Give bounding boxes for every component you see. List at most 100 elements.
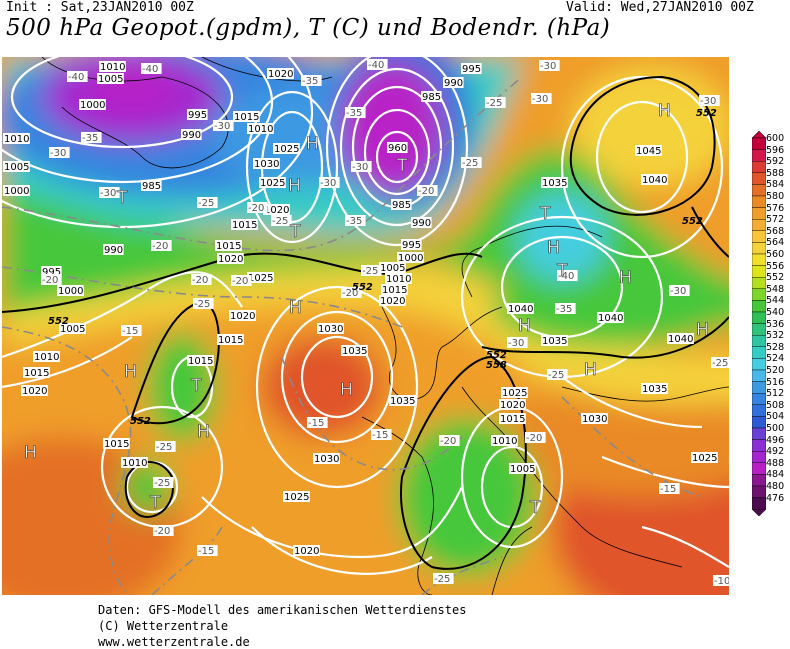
isobar-label-bg xyxy=(267,68,294,79)
isotherm-label: -20 xyxy=(526,433,542,444)
isotherm-label: -20 xyxy=(152,241,168,252)
map-marks: 1010100510009959901015101010201025103010… xyxy=(3,59,729,587)
isobar-label-bg xyxy=(499,399,526,410)
legend-swatch xyxy=(751,358,767,371)
isotherm-label-bg xyxy=(345,215,366,226)
legend-swatch xyxy=(751,276,767,289)
low-pressure-marker: T xyxy=(396,156,408,176)
isobar-label: 1000 xyxy=(398,253,423,264)
isobar-label-bg xyxy=(187,109,208,120)
isobar-label-bg xyxy=(597,312,624,323)
legend-label: 532 xyxy=(766,330,785,342)
isotherm-label-bg xyxy=(49,147,70,158)
isobar-label-bg xyxy=(217,334,244,345)
isotherm-label: -30 xyxy=(214,121,230,132)
isobar-label-bg xyxy=(99,61,126,72)
isotherm-label: -30 xyxy=(320,178,336,189)
isobar-label: 1020 xyxy=(230,311,255,322)
isobar-label-bg xyxy=(79,99,106,110)
isotherm-label: -30 xyxy=(700,96,716,107)
isotherm-label-bg xyxy=(417,185,438,196)
isobar-label: 1010 xyxy=(100,62,125,73)
isotherm-label-bg xyxy=(531,93,552,104)
isobar-label: 1025 xyxy=(274,144,299,155)
isobar-label: 985 xyxy=(142,181,161,192)
isotherm-label-bg xyxy=(99,187,120,198)
isobar-label: 1040 xyxy=(668,334,693,345)
isobar-label-bg xyxy=(33,351,60,362)
isobar-label: 995 xyxy=(188,110,207,121)
legend-label: 540 xyxy=(766,307,785,318)
isobar-label: 1000 xyxy=(80,100,105,111)
legend-swatch xyxy=(751,323,767,336)
isobar-label-bg xyxy=(233,111,260,122)
init-time: Init : Sat,23JAN2010 00Z xyxy=(6,0,194,15)
isotherm-label-bg xyxy=(345,107,366,118)
isotherm-label-bg xyxy=(371,429,392,440)
height-contours xyxy=(2,75,729,570)
height-label: 552 xyxy=(682,216,703,227)
isobar-label: 1020 xyxy=(218,254,243,265)
isobar-label-bg xyxy=(635,145,662,156)
high-pressure-marker: H xyxy=(696,320,709,340)
legend-label: 544 xyxy=(766,295,785,307)
legend-label: 524 xyxy=(766,353,785,365)
isobar-label-bg xyxy=(443,77,464,88)
legend-swatch xyxy=(751,451,767,464)
isotherm-label-bg xyxy=(555,303,576,314)
isobar-label-bg xyxy=(691,452,718,463)
isotherm-label-bg xyxy=(547,369,568,380)
isotherm-label: -25 xyxy=(712,358,728,369)
isotherm-label: -20 xyxy=(232,276,248,287)
legend-label: 500 xyxy=(766,423,785,434)
isotherm-label: -20 xyxy=(418,186,434,197)
isobar-label-bg xyxy=(41,266,62,277)
high-pressure-marker: H xyxy=(518,316,531,336)
isobar-label-bg xyxy=(641,174,668,185)
isotherm-label: -35 xyxy=(302,76,318,87)
isotherm-label: -20 xyxy=(154,526,170,537)
isotherm-label-bg xyxy=(197,545,218,556)
isotherm-label: -15 xyxy=(308,418,324,429)
isotherm-label: -25 xyxy=(156,442,172,453)
isotherm-label: -35 xyxy=(346,216,362,227)
isobar-label: 1020 xyxy=(268,69,293,80)
legend-label: 548 xyxy=(766,283,785,295)
legend-swatch xyxy=(751,195,767,208)
isotherm-label: -15 xyxy=(660,484,676,495)
height-label: 552 xyxy=(130,416,151,427)
isobar-label: 1035 xyxy=(542,336,567,347)
isobar-label-bg xyxy=(231,219,258,230)
legend-label: 580 xyxy=(766,191,785,202)
isobar-label-bg xyxy=(501,387,528,398)
footer-source: Daten: GFS-Modell des amerikanischen Wet… xyxy=(98,603,467,617)
legend-swatch xyxy=(751,172,767,185)
isobar-label: 1035 xyxy=(342,346,367,357)
isotherm-label: -20 xyxy=(248,203,264,214)
isobar-label: 1040 xyxy=(642,175,667,186)
isotherm-label-bg xyxy=(231,275,252,286)
isobar-label-bg xyxy=(641,383,668,394)
isobar-label-bg xyxy=(391,199,412,210)
isotherm-label-bg xyxy=(539,60,560,71)
isobar-label-bg xyxy=(3,185,30,196)
isobar-label: 1040 xyxy=(598,313,623,324)
isotherm-label-bg xyxy=(193,298,214,309)
height-label: 558 xyxy=(486,360,507,371)
isobar-label: 1010 xyxy=(4,134,29,145)
isotherm-label-bg xyxy=(191,274,212,285)
isobar-label-bg xyxy=(3,133,30,144)
isobar-label-bg xyxy=(541,177,568,188)
legend-swatch xyxy=(751,369,767,382)
legend-label: 584 xyxy=(766,179,785,191)
isobar-label: 990 xyxy=(182,130,201,141)
legend-label: 476 xyxy=(766,492,785,504)
isotherm-label: -20 xyxy=(440,436,456,447)
isobar-label-bg xyxy=(253,158,280,169)
legend-swatch xyxy=(751,497,767,510)
legend-swatch xyxy=(751,137,767,150)
isobar-label: 1015 xyxy=(104,439,129,450)
isobar-label-bg xyxy=(379,262,406,273)
legend-label: 520 xyxy=(766,365,785,376)
footer-copyright: (C) Wetterzentrale xyxy=(98,619,229,633)
